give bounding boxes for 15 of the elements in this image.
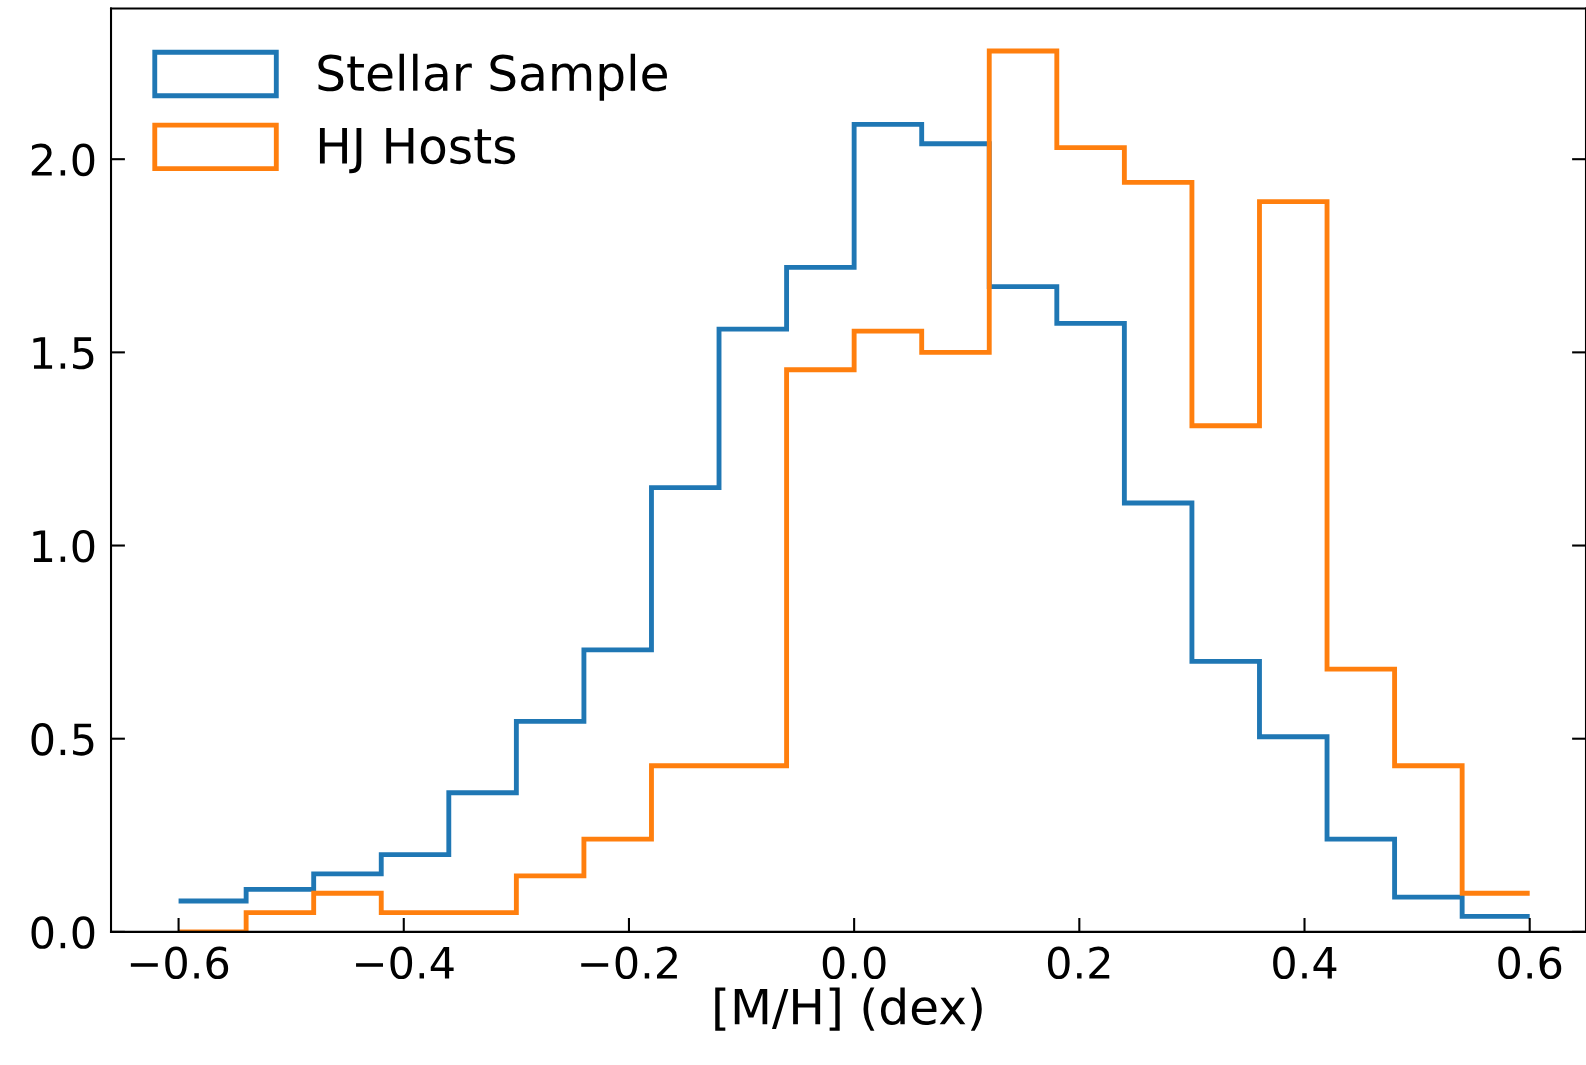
x-tick-label: 0.4 [1273,946,1337,980]
y-tick-label: 2.0 [31,143,95,177]
x-tick-label: −0.2 [581,946,677,980]
x-tick-label: 0.0 [822,946,886,980]
y-tick-label: 0.0 [31,916,95,949]
legend-label: HJ Hosts [319,128,516,174]
x-tick-label: −0.4 [356,946,454,980]
y-tick-label: 1.0 [33,529,95,563]
x-tick-label: −0.6 [130,946,229,980]
y-tick-label: 1.5 [33,337,94,370]
legend-label: Stellar Sample [318,53,667,101]
y-tick-label: 0.5 [31,723,94,756]
x-axis-title: [M/H] (dex) [715,987,982,1031]
x-tick-label: 0.6 [1498,946,1562,980]
x-tick-label: 0.2 [1047,946,1110,980]
